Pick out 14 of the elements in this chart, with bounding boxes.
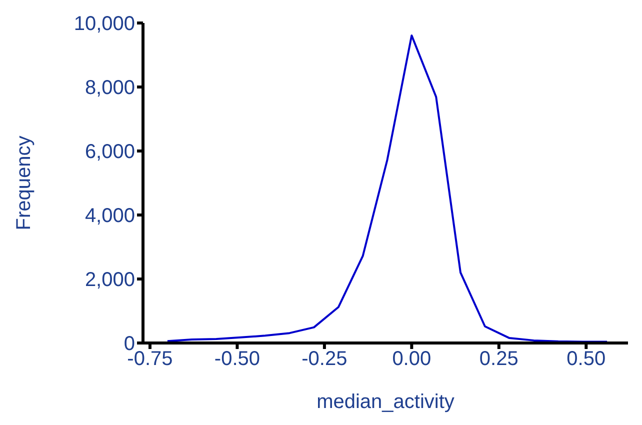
y-tick-label: 8,000 — [84, 77, 135, 100]
x-tick-label: -0.25 — [302, 348, 348, 370]
x-tick-label: -0.50 — [214, 348, 260, 370]
y-tick-label: 10,000 — [74, 13, 135, 36]
y-tick-label: 2,000 — [84, 269, 135, 292]
x-tick-label: 0.00 — [392, 348, 432, 370]
x-tick-label: 0.25 — [479, 348, 518, 370]
y-tick-label: 6,000 — [84, 141, 135, 164]
x-axis-title: median_activity — [316, 391, 454, 413]
x-tick-label: 0.50 — [566, 348, 606, 370]
y-tick-label: 0 — [124, 333, 135, 356]
y-axis-title: Frequency — [13, 136, 36, 230]
line-series — [166, 34, 608, 343]
y-tick-label: 4,000 — [84, 205, 135, 228]
